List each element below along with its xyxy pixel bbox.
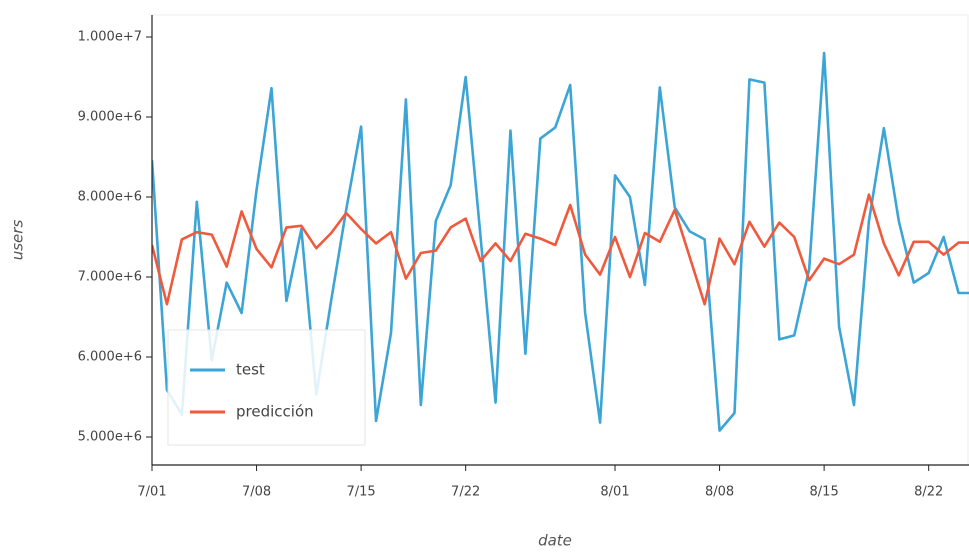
x-tick-label: 8/15 xyxy=(810,485,839,500)
y-tick-label: 8.000e+6 xyxy=(78,190,142,205)
legend-label: predicción xyxy=(236,403,314,421)
plot-area xyxy=(152,51,969,432)
x-tick-label: 7/15 xyxy=(347,485,376,500)
legend-label: test xyxy=(236,361,265,379)
x-tick-label: 7/08 xyxy=(242,485,271,500)
x-tick-label: 8/08 xyxy=(705,485,734,500)
y-tick-label: 7.000e+6 xyxy=(78,270,142,285)
x-tick-label: 8/01 xyxy=(600,485,629,500)
x-tick-label: 8/22 xyxy=(914,485,943,500)
x-tick-label: 7/01 xyxy=(137,485,166,500)
x-axis-title: date xyxy=(538,532,572,550)
legend-box xyxy=(167,329,366,446)
series-line xyxy=(152,193,969,306)
legend: test predicción xyxy=(167,329,366,446)
y-axis-title: users xyxy=(9,220,27,261)
y-tick-label: 5.000e+6 xyxy=(78,430,142,445)
y-tick-label: 6.000e+6 xyxy=(78,350,142,365)
x-tick-label: 7/22 xyxy=(451,485,480,500)
series-line xyxy=(152,51,969,432)
y-tick-label: 9.000e+6 xyxy=(78,110,142,125)
y-tick-label: 1.000e+7 xyxy=(78,30,142,45)
